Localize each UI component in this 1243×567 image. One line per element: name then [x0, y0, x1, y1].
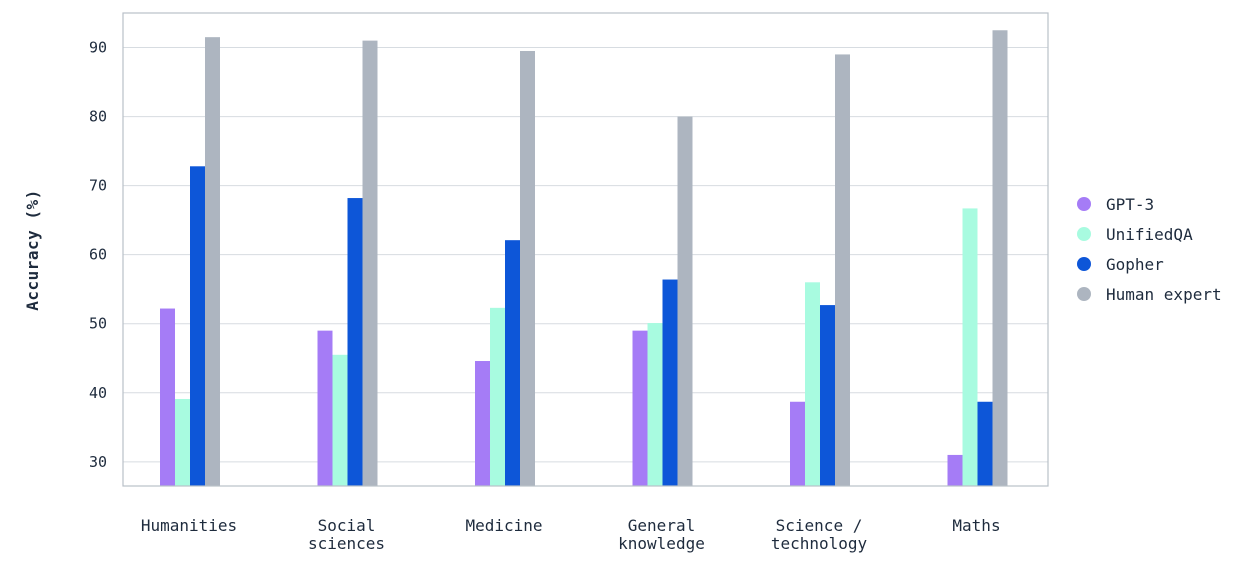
legend-label: Human expert	[1106, 285, 1222, 304]
bar-gpt-3	[475, 361, 490, 486]
x-category-labels: Humanities Social sciences Medicine General k…	[141, 516, 1001, 553]
x-category-label: Science / technology	[771, 516, 868, 553]
bar-human-expert	[520, 50, 535, 487]
bar-unifiedqa	[175, 398, 190, 486]
bar-human-expert	[205, 37, 220, 487]
y-tick-label: 40	[89, 384, 107, 402]
bar-human-expert	[677, 116, 693, 486]
y-tick-label: 30	[89, 453, 107, 471]
gridlines	[123, 47, 1048, 463]
x-category-label: Humanities	[141, 516, 237, 535]
legend: GPT-3 UnifiedQA Gopher Human expert	[1077, 195, 1222, 304]
bar-unifiedqa	[962, 208, 978, 486]
bars	[160, 30, 1008, 487]
bar-gopher	[662, 279, 678, 486]
legend-marker	[1077, 287, 1091, 301]
bar-gpt-3	[160, 308, 175, 486]
y-tick-label: 50	[89, 315, 107, 333]
y-tick-label: 80	[89, 108, 107, 126]
bar-unifiedqa	[332, 354, 348, 486]
legend-label: UnifiedQA	[1106, 225, 1193, 244]
y-tick-label: 90	[89, 39, 107, 57]
bar-gpt-3	[947, 454, 963, 486]
bar-unifiedqa	[805, 282, 820, 486]
bar-gpt-3	[632, 330, 648, 486]
bar-gopher	[820, 305, 835, 486]
bar-gopher	[347, 198, 363, 486]
bar-gopher	[977, 401, 993, 486]
bar-human-expert	[992, 30, 1008, 486]
legend-marker	[1077, 197, 1091, 211]
bar-unifiedqa	[647, 323, 663, 486]
x-category-label: Medicine	[465, 516, 542, 535]
y-axis-title: Accuracy (%)	[23, 189, 42, 311]
bar-gopher	[190, 166, 205, 486]
y-tick-labels: 30 40 50 60 70 80 90	[89, 39, 107, 471]
x-category-label: Maths	[952, 516, 1000, 535]
legend-label: GPT-3	[1106, 195, 1154, 214]
bar-gpt-3	[790, 401, 805, 486]
x-category-label: Social sciences	[308, 516, 385, 553]
y-tick-label: 60	[89, 246, 107, 264]
bar-gpt-3	[317, 330, 333, 486]
bar-human-expert	[835, 54, 850, 486]
bar-human-expert	[362, 40, 378, 487]
legend-label: Gopher	[1106, 255, 1164, 274]
bar-gopher	[505, 240, 520, 486]
plot-frame	[122, 12, 1049, 487]
bar-unifiedqa	[490, 307, 505, 486]
legend-marker	[1077, 227, 1091, 241]
y-tick-label: 70	[89, 177, 107, 195]
legend-marker	[1077, 257, 1091, 271]
x-category-label: General knowledge	[618, 516, 705, 553]
